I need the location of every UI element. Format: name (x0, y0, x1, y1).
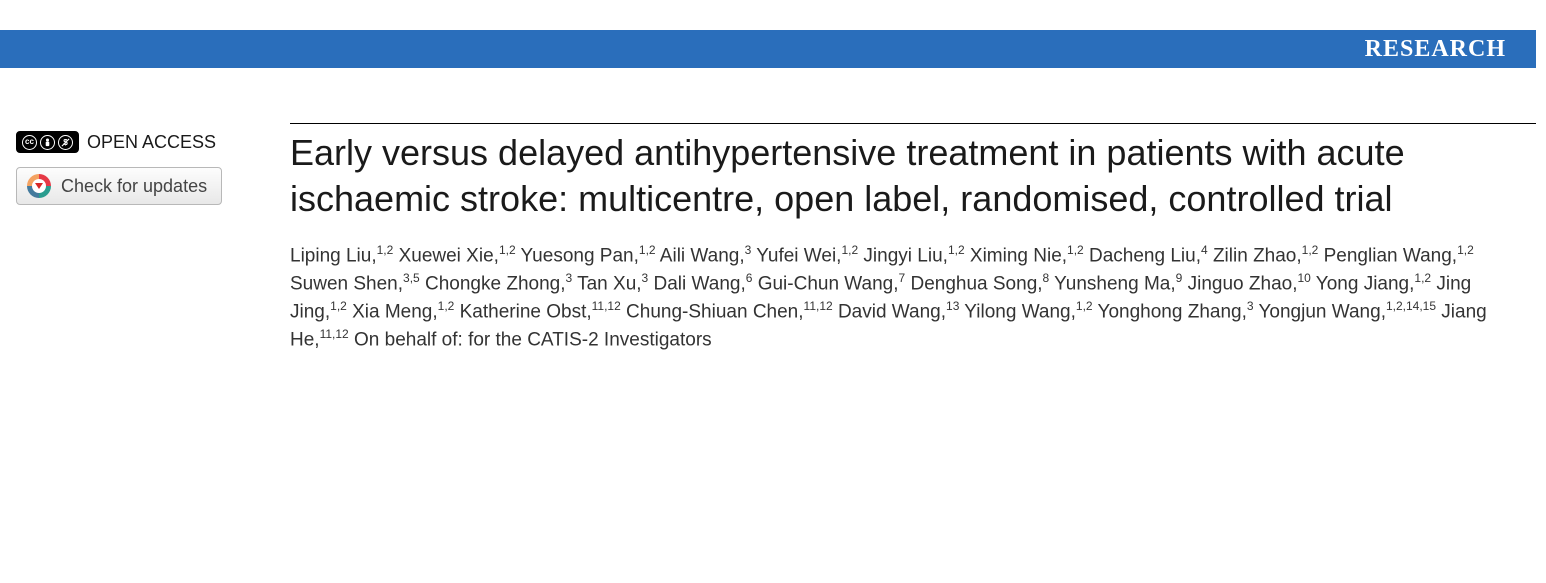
cc-by-icon (40, 135, 55, 150)
left-sidebar: cc $ OPEN ACCESS Check for updates (0, 123, 290, 354)
section-header-label: RESEARCH (1365, 36, 1506, 63)
cc-nc-icon: $ (58, 135, 73, 150)
crossmark-icon (27, 174, 51, 198)
open-access-row: cc $ OPEN ACCESS (16, 131, 290, 153)
check-updates-label: Check for updates (61, 176, 207, 197)
open-access-label: OPEN ACCESS (87, 132, 216, 153)
article-column: Early versus delayed antihypertensive tr… (290, 123, 1536, 354)
section-header-bar: RESEARCH (0, 30, 1536, 68)
author-list: Liping Liu,1,2 Xuewei Xie,1,2 Yuesong Pa… (290, 242, 1506, 354)
article-title: Early versus delayed antihypertensive tr… (290, 130, 1506, 222)
check-updates-button[interactable]: Check for updates (16, 167, 222, 205)
content-wrapper: cc $ OPEN ACCESS Check for updates Early… (0, 123, 1536, 354)
cc-logo-icon: cc (22, 135, 37, 150)
cc-license-icon: cc $ (16, 131, 79, 153)
